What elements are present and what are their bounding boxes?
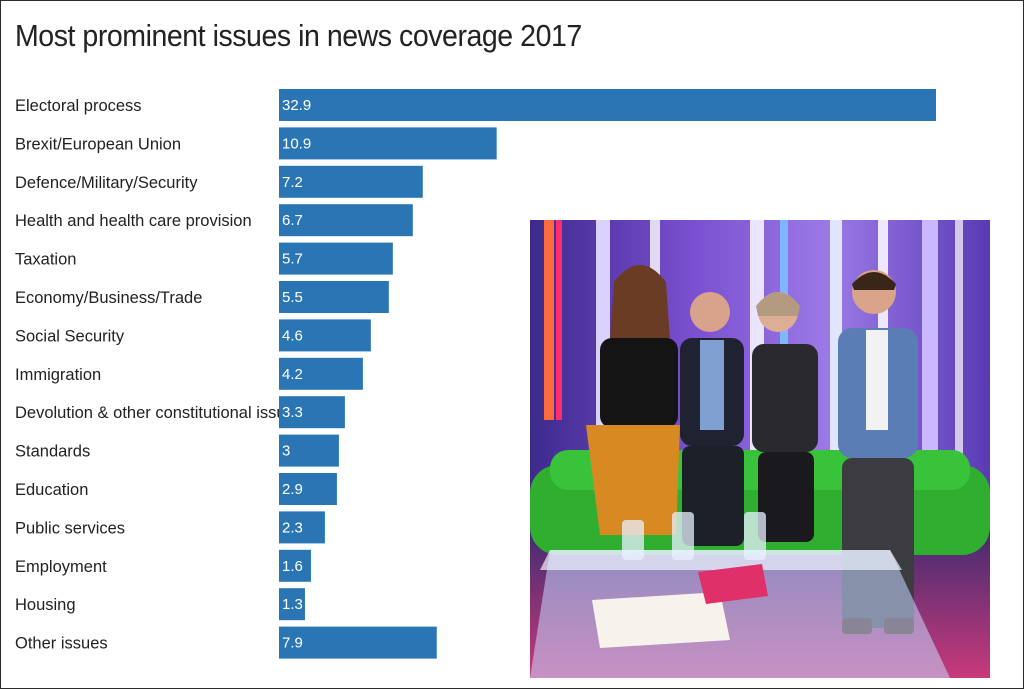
- bar: [279, 357, 363, 390]
- bar: [279, 626, 437, 659]
- bar-value-label: 3: [282, 443, 290, 460]
- bar-value-label: 5.5: [282, 289, 303, 306]
- bar: [279, 473, 337, 505]
- bar-value-label: 2.3: [282, 519, 303, 536]
- bar: [279, 242, 393, 275]
- bar-value-label: 5.7: [282, 251, 303, 268]
- category-label: Immigration: [15, 366, 101, 384]
- bar-value-label: 10.9: [282, 135, 311, 152]
- bar: [279, 588, 305, 621]
- bar: [279, 511, 325, 544]
- bar-value-label: 32.9: [282, 97, 311, 114]
- bar: [279, 396, 345, 429]
- category-label: Economy/Business/Trade: [15, 289, 202, 307]
- tv-studio-photo: [530, 220, 990, 678]
- bar-value-label: 7.9: [282, 635, 303, 652]
- bar: [279, 434, 339, 467]
- category-label: Education: [15, 481, 88, 499]
- category-label: Employment: [15, 558, 107, 576]
- category-label: Health and health care provision: [15, 212, 252, 230]
- category-label: Housing: [15, 596, 76, 614]
- category-label: Other issues: [15, 635, 108, 653]
- bar-value-label: 4.6: [282, 327, 303, 344]
- bar-value-label: 2.9: [282, 481, 303, 498]
- category-label: Taxation: [15, 251, 76, 269]
- bar: [279, 204, 413, 237]
- bar-value-label: 4.2: [282, 366, 303, 383]
- bar: [279, 281, 389, 313]
- bar-value-label: 1.3: [282, 596, 303, 613]
- category-label: Social Security: [15, 327, 125, 345]
- bar: [279, 127, 497, 160]
- bar: [279, 165, 423, 198]
- category-label: Public services: [15, 519, 125, 537]
- category-label: Standards: [15, 443, 90, 461]
- category-label: Devolution & other constitutional issues: [15, 404, 303, 422]
- studio-photo-illustration: [530, 220, 990, 678]
- bar: [279, 89, 936, 121]
- category-label: Electoral process: [15, 97, 142, 115]
- category-label: Brexit/European Union: [15, 135, 181, 153]
- bar: [279, 549, 311, 582]
- category-label: Defence/Military/Security: [15, 174, 198, 192]
- bar-value-label: 7.2: [282, 174, 303, 191]
- bar-value-label: 1.6: [282, 558, 303, 575]
- bar-value-label: 6.7: [282, 212, 303, 229]
- bar: [279, 319, 371, 352]
- bar-value-label: 3.3: [282, 404, 303, 421]
- chart-title: Most prominent issues in news coverage 2…: [15, 18, 582, 53]
